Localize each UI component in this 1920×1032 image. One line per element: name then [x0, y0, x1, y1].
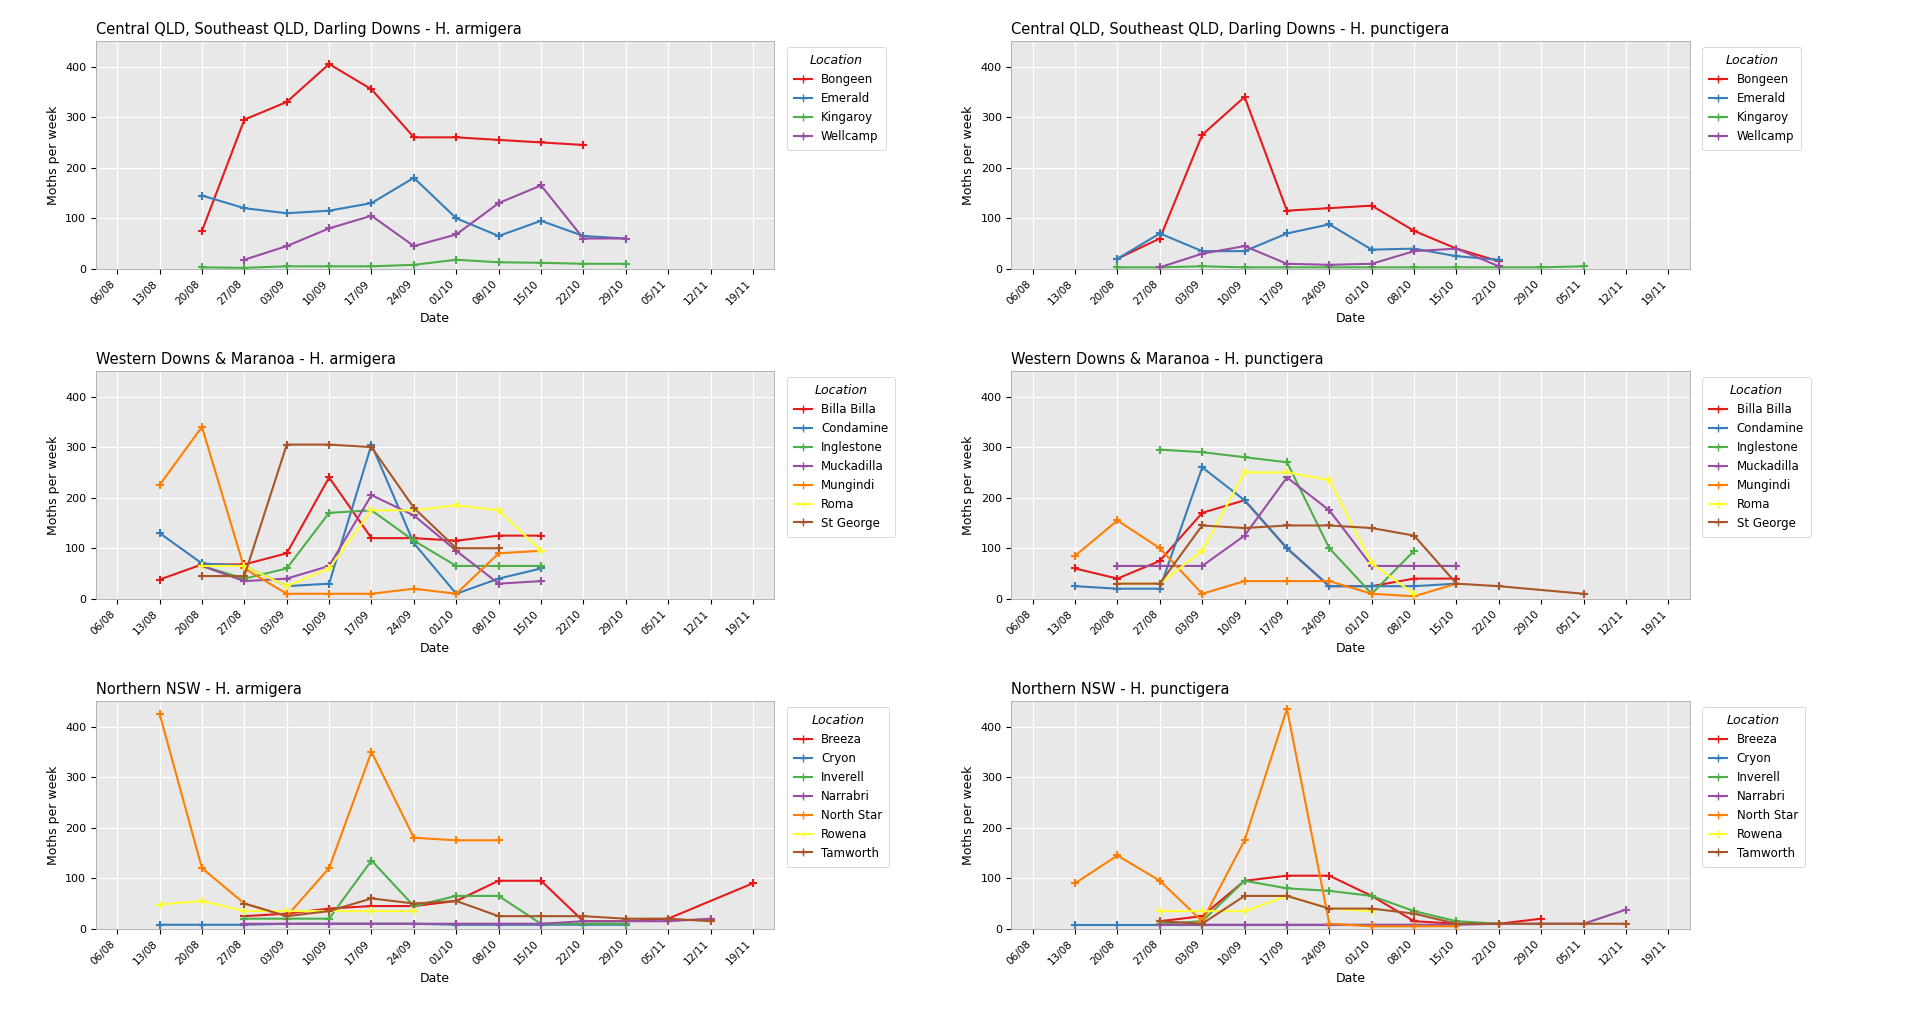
Text: Central QLD, Southeast QLD, Darling Downs - H. armigera: Central QLD, Southeast QLD, Darling Down… — [96, 23, 522, 37]
Legend: Breeza, Cryon, Inverell, Narrabri, North Star, Rowena, Tamworth: Breeza, Cryon, Inverell, Narrabri, North… — [1703, 707, 1805, 867]
X-axis label: Date: Date — [420, 313, 449, 325]
Text: Western Downs & Maranoa - H. armigera: Western Downs & Maranoa - H. armigera — [96, 352, 396, 367]
Legend: Bongeen, Emerald, Kingaroy, Wellcamp: Bongeen, Emerald, Kingaroy, Wellcamp — [787, 47, 885, 150]
Y-axis label: Moths per week: Moths per week — [962, 105, 975, 204]
Text: Central QLD, Southeast QLD, Darling Downs - H. punctigera: Central QLD, Southeast QLD, Darling Down… — [1012, 23, 1450, 37]
X-axis label: Date: Date — [1336, 313, 1365, 325]
X-axis label: Date: Date — [1336, 642, 1365, 655]
Text: Northern NSW - H. armigera: Northern NSW - H. armigera — [96, 682, 301, 698]
X-axis label: Date: Date — [420, 972, 449, 986]
Legend: Bongeen, Emerald, Kingaroy, Wellcamp: Bongeen, Emerald, Kingaroy, Wellcamp — [1703, 47, 1801, 150]
Legend: Breeza, Cryon, Inverell, Narrabri, North Star, Rowena, Tamworth: Breeza, Cryon, Inverell, Narrabri, North… — [787, 707, 889, 867]
Y-axis label: Moths per week: Moths per week — [46, 436, 60, 535]
X-axis label: Date: Date — [1336, 972, 1365, 986]
Y-axis label: Moths per week: Moths per week — [46, 766, 60, 865]
Text: Western Downs & Maranoa - H. punctigera: Western Downs & Maranoa - H. punctigera — [1012, 352, 1325, 367]
Legend: Billa Billa, Condamine, Inglestone, Muckadilla, Mungindi, Roma, St George: Billa Billa, Condamine, Inglestone, Muck… — [787, 377, 895, 537]
Y-axis label: Moths per week: Moths per week — [962, 766, 975, 865]
X-axis label: Date: Date — [420, 642, 449, 655]
Y-axis label: Moths per week: Moths per week — [46, 105, 60, 204]
Legend: Billa Billa, Condamine, Inglestone, Muckadilla, Mungindi, Roma, St George: Billa Billa, Condamine, Inglestone, Muck… — [1703, 377, 1811, 537]
Y-axis label: Moths per week: Moths per week — [962, 436, 975, 535]
Text: Northern NSW - H. punctigera: Northern NSW - H. punctigera — [1012, 682, 1231, 698]
